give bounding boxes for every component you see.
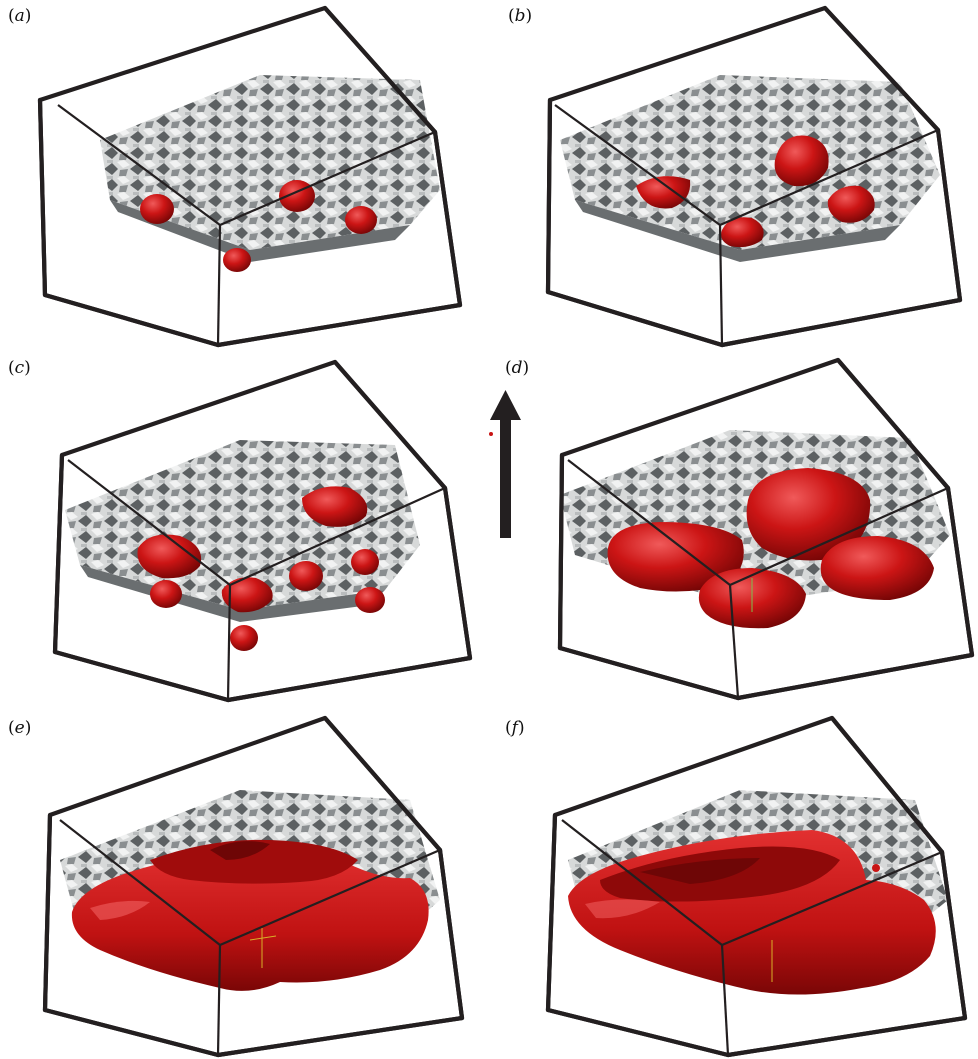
bounding-box [42, 715, 465, 1058]
fluid-blobs [636, 135, 875, 248]
bounding-box [37, 5, 463, 348]
porous-solid [100, 75, 440, 262]
panel-label-e: (e) [8, 718, 31, 738]
panel-c: (c) [8, 358, 473, 703]
fluid-sheet [71, 839, 429, 991]
bounding-box [52, 359, 473, 703]
panel-label-d: (d) [505, 358, 529, 378]
panel-a: (a) [8, 5, 463, 348]
panel-e: (e) [8, 715, 465, 1058]
bounding-box [545, 715, 968, 1058]
fluid-blobs [137, 486, 385, 651]
panel-label-a: (a) [8, 6, 31, 26]
bounding-box [545, 5, 963, 348]
fluid-blobs [607, 468, 934, 629]
bounding-box [557, 357, 975, 701]
panel-b: (b) [508, 5, 963, 348]
panel-d: (d) [505, 357, 975, 701]
panel-f: (f) [505, 715, 968, 1058]
panel-label-f: (f) [505, 718, 525, 738]
panel-label-b: (b) [508, 6, 532, 26]
fluid-sheet [568, 830, 936, 995]
panel-label-c: (c) [8, 358, 31, 378]
up-arrow-icon [489, 390, 521, 538]
